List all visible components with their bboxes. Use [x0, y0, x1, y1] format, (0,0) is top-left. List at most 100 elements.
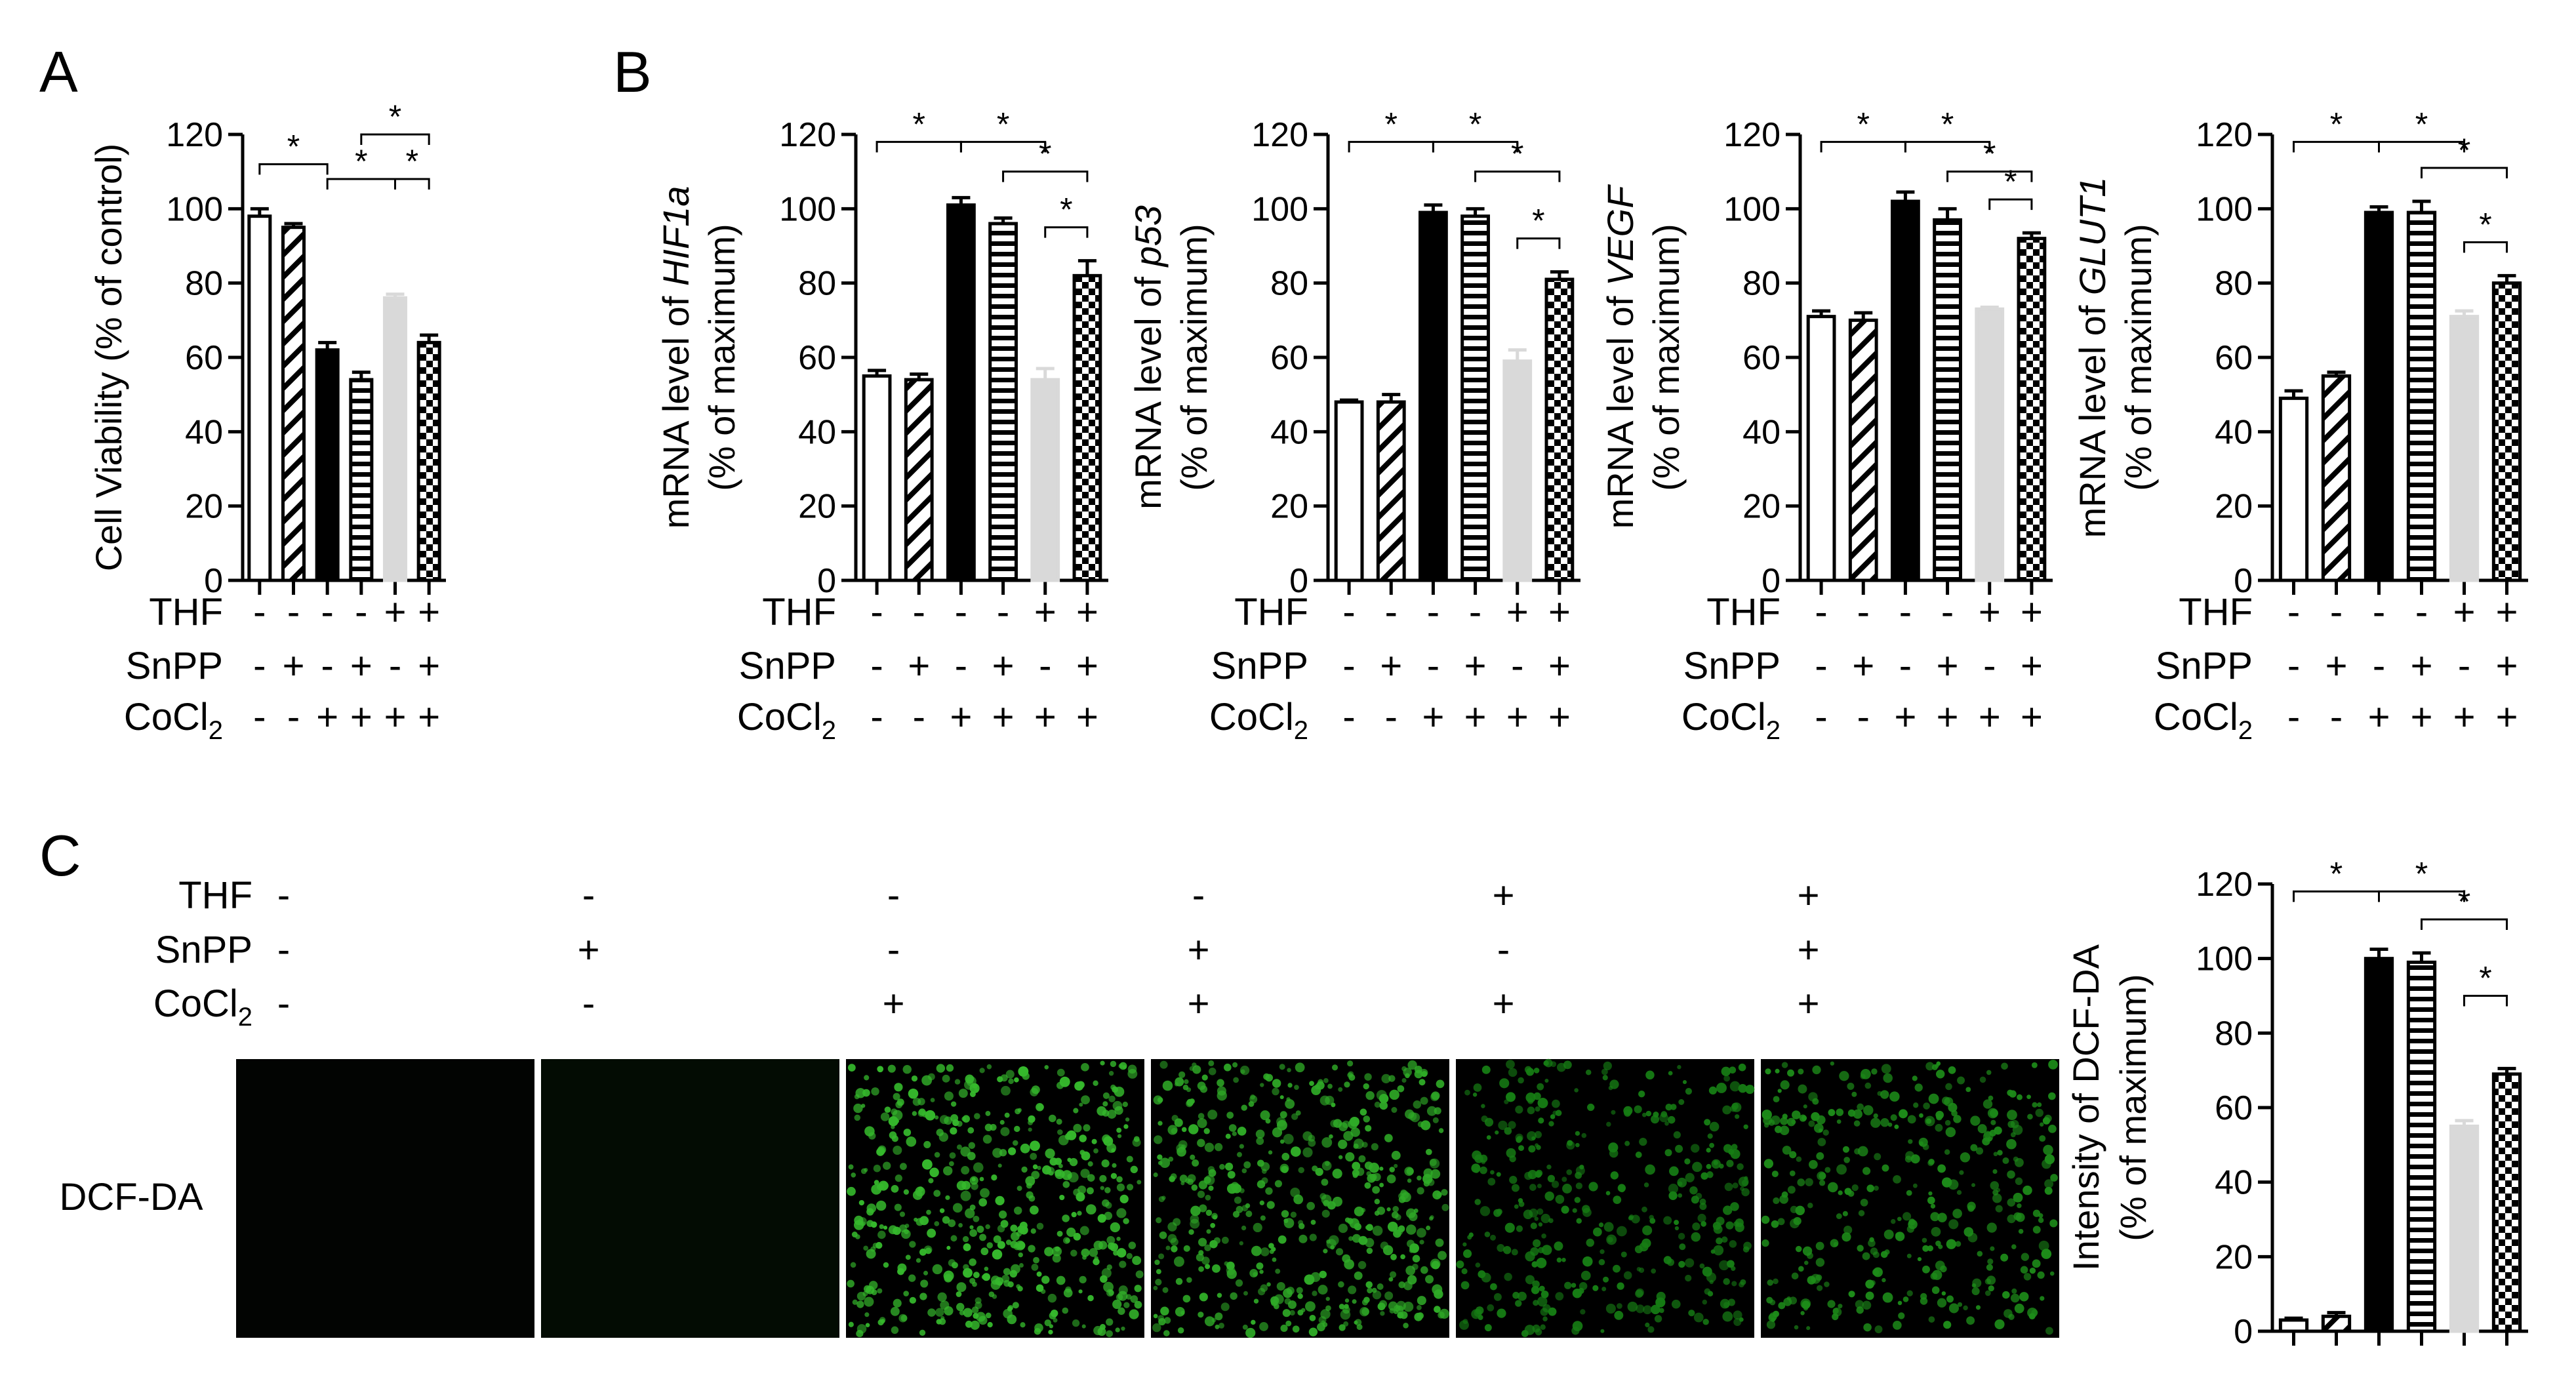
cell-dot [1861, 1069, 1871, 1079]
cell-dot [960, 1190, 971, 1201]
cell-dot [954, 1079, 961, 1085]
cell-dot [1393, 1229, 1401, 1238]
cell-dot [1017, 1285, 1023, 1292]
cell-dot [1377, 1206, 1386, 1215]
cell-dot [1740, 1279, 1746, 1285]
treatment-sign: - [287, 591, 300, 633]
cell-dot [1898, 1312, 1905, 1319]
cell-dot [1990, 1181, 2000, 1190]
cell-dot [1126, 1155, 1133, 1163]
cell-dot [1972, 1278, 1982, 1288]
cell-dot [1197, 1138, 1205, 1148]
significance-bracket [326, 178, 396, 190]
cell-dot [1263, 1073, 1270, 1080]
cell-dot [1517, 1291, 1527, 1301]
cell-dot [1093, 1148, 1098, 1154]
treatment-sign: - [2458, 645, 2470, 687]
cell-dot [963, 1308, 973, 1317]
cell-dot [1797, 1178, 1805, 1186]
cell-dot [1116, 1127, 1122, 1133]
treatment-sign: + [1548, 645, 1571, 687]
treatment-sign: + [418, 591, 440, 633]
cell-dot [1953, 1115, 1962, 1123]
cell-dot [1213, 1237, 1221, 1244]
significance-star: * [1469, 106, 1481, 142]
cell-dot [1792, 1110, 1801, 1119]
cell-dot [1008, 1147, 1016, 1155]
cell-dot [1030, 1205, 1039, 1215]
cell-dot [871, 1289, 877, 1296]
cell-dot [2002, 1157, 2009, 1164]
bar [1030, 378, 1060, 582]
cell-dot [1285, 1098, 1295, 1109]
cell-dot [1789, 1170, 1796, 1176]
cell-dot [1471, 1163, 1481, 1173]
cell-dot [1190, 1218, 1200, 1229]
bar [2449, 1124, 2480, 1333]
cell-dot [1606, 1234, 1617, 1245]
cell-dot [1354, 1138, 1364, 1149]
cell-dot [1738, 1063, 1746, 1072]
y-tick-label: 20 [2215, 1238, 2253, 1276]
cell-dot [2003, 1309, 2013, 1318]
cell-dot [927, 1228, 936, 1238]
cell-dot [2037, 1102, 2042, 1108]
cell-dot [1028, 1127, 1032, 1132]
cell-dot [1819, 1180, 1826, 1186]
dcf-da-image-tile [541, 1059, 839, 1338]
treatment-sign: + [1034, 591, 1057, 633]
cell-dot [903, 1189, 910, 1195]
cell-dot [936, 1129, 944, 1136]
cell-dot [1636, 1267, 1641, 1272]
cell-dot [1800, 1311, 1805, 1315]
cell-dot [1217, 1079, 1224, 1087]
cell-dot [1524, 1171, 1533, 1180]
treatment-sign: - [1427, 591, 1439, 633]
treatment-sign: + [1798, 982, 1820, 1025]
cell-dot [1004, 1112, 1010, 1118]
cell-dot [1047, 1293, 1057, 1303]
cell-dot [1535, 1106, 1540, 1112]
cell-dot [1537, 1208, 1544, 1215]
cell-dot [1295, 1062, 1305, 1073]
bar [2491, 1072, 2522, 1333]
cell-dot [2013, 1192, 2023, 1203]
cell-dot [1293, 1194, 1304, 1205]
bar [1891, 199, 1920, 582]
cell-dot [1214, 1143, 1223, 1152]
treatment-sign: - [582, 874, 595, 917]
cell-dot [969, 1229, 977, 1237]
treatment-sign: - [355, 591, 367, 633]
cell-dot [1498, 1120, 1508, 1131]
cell-dot [1941, 1177, 1952, 1188]
cell-dot [1988, 1285, 1994, 1292]
cell-dot [1132, 1256, 1142, 1266]
cell-dot [1281, 1210, 1289, 1218]
cell-dot [1456, 1260, 1464, 1269]
cell-dot [2039, 1135, 2046, 1142]
cell-dot [1081, 1324, 1086, 1329]
y-axis-label-units: (% of maximum) [2112, 974, 2154, 1241]
treatment-sign: - [1192, 874, 1205, 917]
cell-dot [1719, 1260, 1729, 1271]
cell-dot [1087, 1295, 1094, 1302]
panel-label-c: C [39, 823, 81, 888]
cell-dot [1709, 1142, 1715, 1148]
cell-dot [1365, 1125, 1372, 1132]
cell-dot [1462, 1242, 1467, 1247]
cell-dot [1575, 1166, 1585, 1176]
significance-star: * [2458, 132, 2470, 169]
y-tick-label: 20 [798, 488, 836, 526]
cell-dot [1408, 1112, 1417, 1121]
cell-dot [1817, 1285, 1823, 1291]
cell-dot [2014, 1157, 2024, 1167]
treatment-sign: + [2021, 645, 2043, 687]
cell-dot [1783, 1297, 1792, 1306]
bar [2321, 1314, 2352, 1333]
cell-dot [1645, 1070, 1655, 1080]
cell-dot [1110, 1173, 1117, 1179]
cell-dot [919, 1293, 927, 1300]
cell-dot [1399, 1190, 1409, 1199]
cell-dot [1031, 1085, 1040, 1094]
